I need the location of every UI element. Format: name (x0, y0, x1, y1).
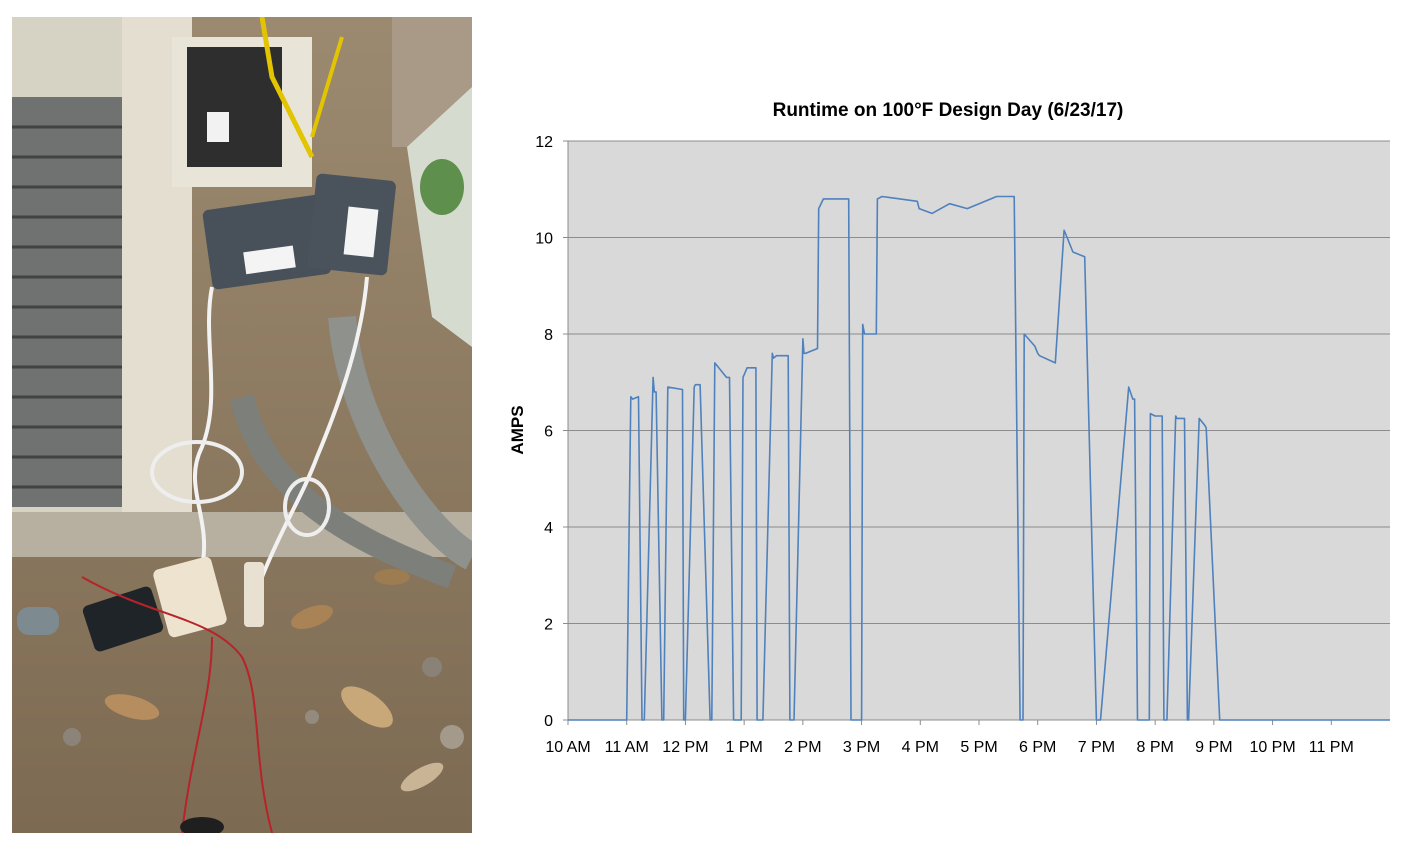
x-tick-label: 11 PM (1309, 739, 1354, 756)
chart-svg: Runtime on 100°F Design Day (6/23/17) 0 2… (508, 100, 1390, 756)
x-tick-label: 6 PM (1019, 739, 1056, 756)
x-tick-label: 5 PM (960, 739, 997, 756)
y-tick-label: 0 (544, 713, 553, 730)
x-tick-label: 1 PM (725, 739, 762, 756)
x-tick-label: 12 PM (662, 739, 708, 756)
photo-illustration-icon (12, 17, 472, 833)
x-tick-label: 4 PM (902, 739, 939, 756)
x-tick-label: 10 PM (1249, 739, 1295, 756)
plot-area: 0 2 4 6 8 10 12 10 AM 11 AM 12 PM 1 PM 2 PM 3 PM 4 PM… (535, 134, 1390, 756)
y-tick-label: 6 (544, 424, 553, 441)
hvac-sensor-photo (12, 17, 472, 833)
runtime-chart: Runtime on 100°F Design Day (6/23/17) 0 2… (488, 80, 1408, 780)
x-tick-label: 11 AM (605, 739, 649, 756)
series-line (568, 195, 1390, 721)
x-tick-label: 8 PM (1136, 739, 1173, 756)
x-tick-label: 2 PM (784, 739, 821, 756)
x-tick-label: 9 PM (1195, 739, 1232, 756)
y-tick-label: 2 (544, 617, 553, 634)
x-tick-label: 7 PM (1078, 739, 1115, 756)
x-tick-label: 10 AM (545, 739, 590, 756)
y-axis-label: AMPS (508, 405, 527, 454)
y-tick-label: 4 (544, 520, 553, 537)
y-tick-label: 10 (535, 231, 553, 248)
x-tick-label: 3 PM (843, 739, 880, 756)
chart-title: Runtime on 100°F Design Day (6/23/17) (773, 100, 1124, 121)
y-tick-label: 12 (535, 134, 553, 151)
y-tick-label: 8 (544, 327, 553, 344)
